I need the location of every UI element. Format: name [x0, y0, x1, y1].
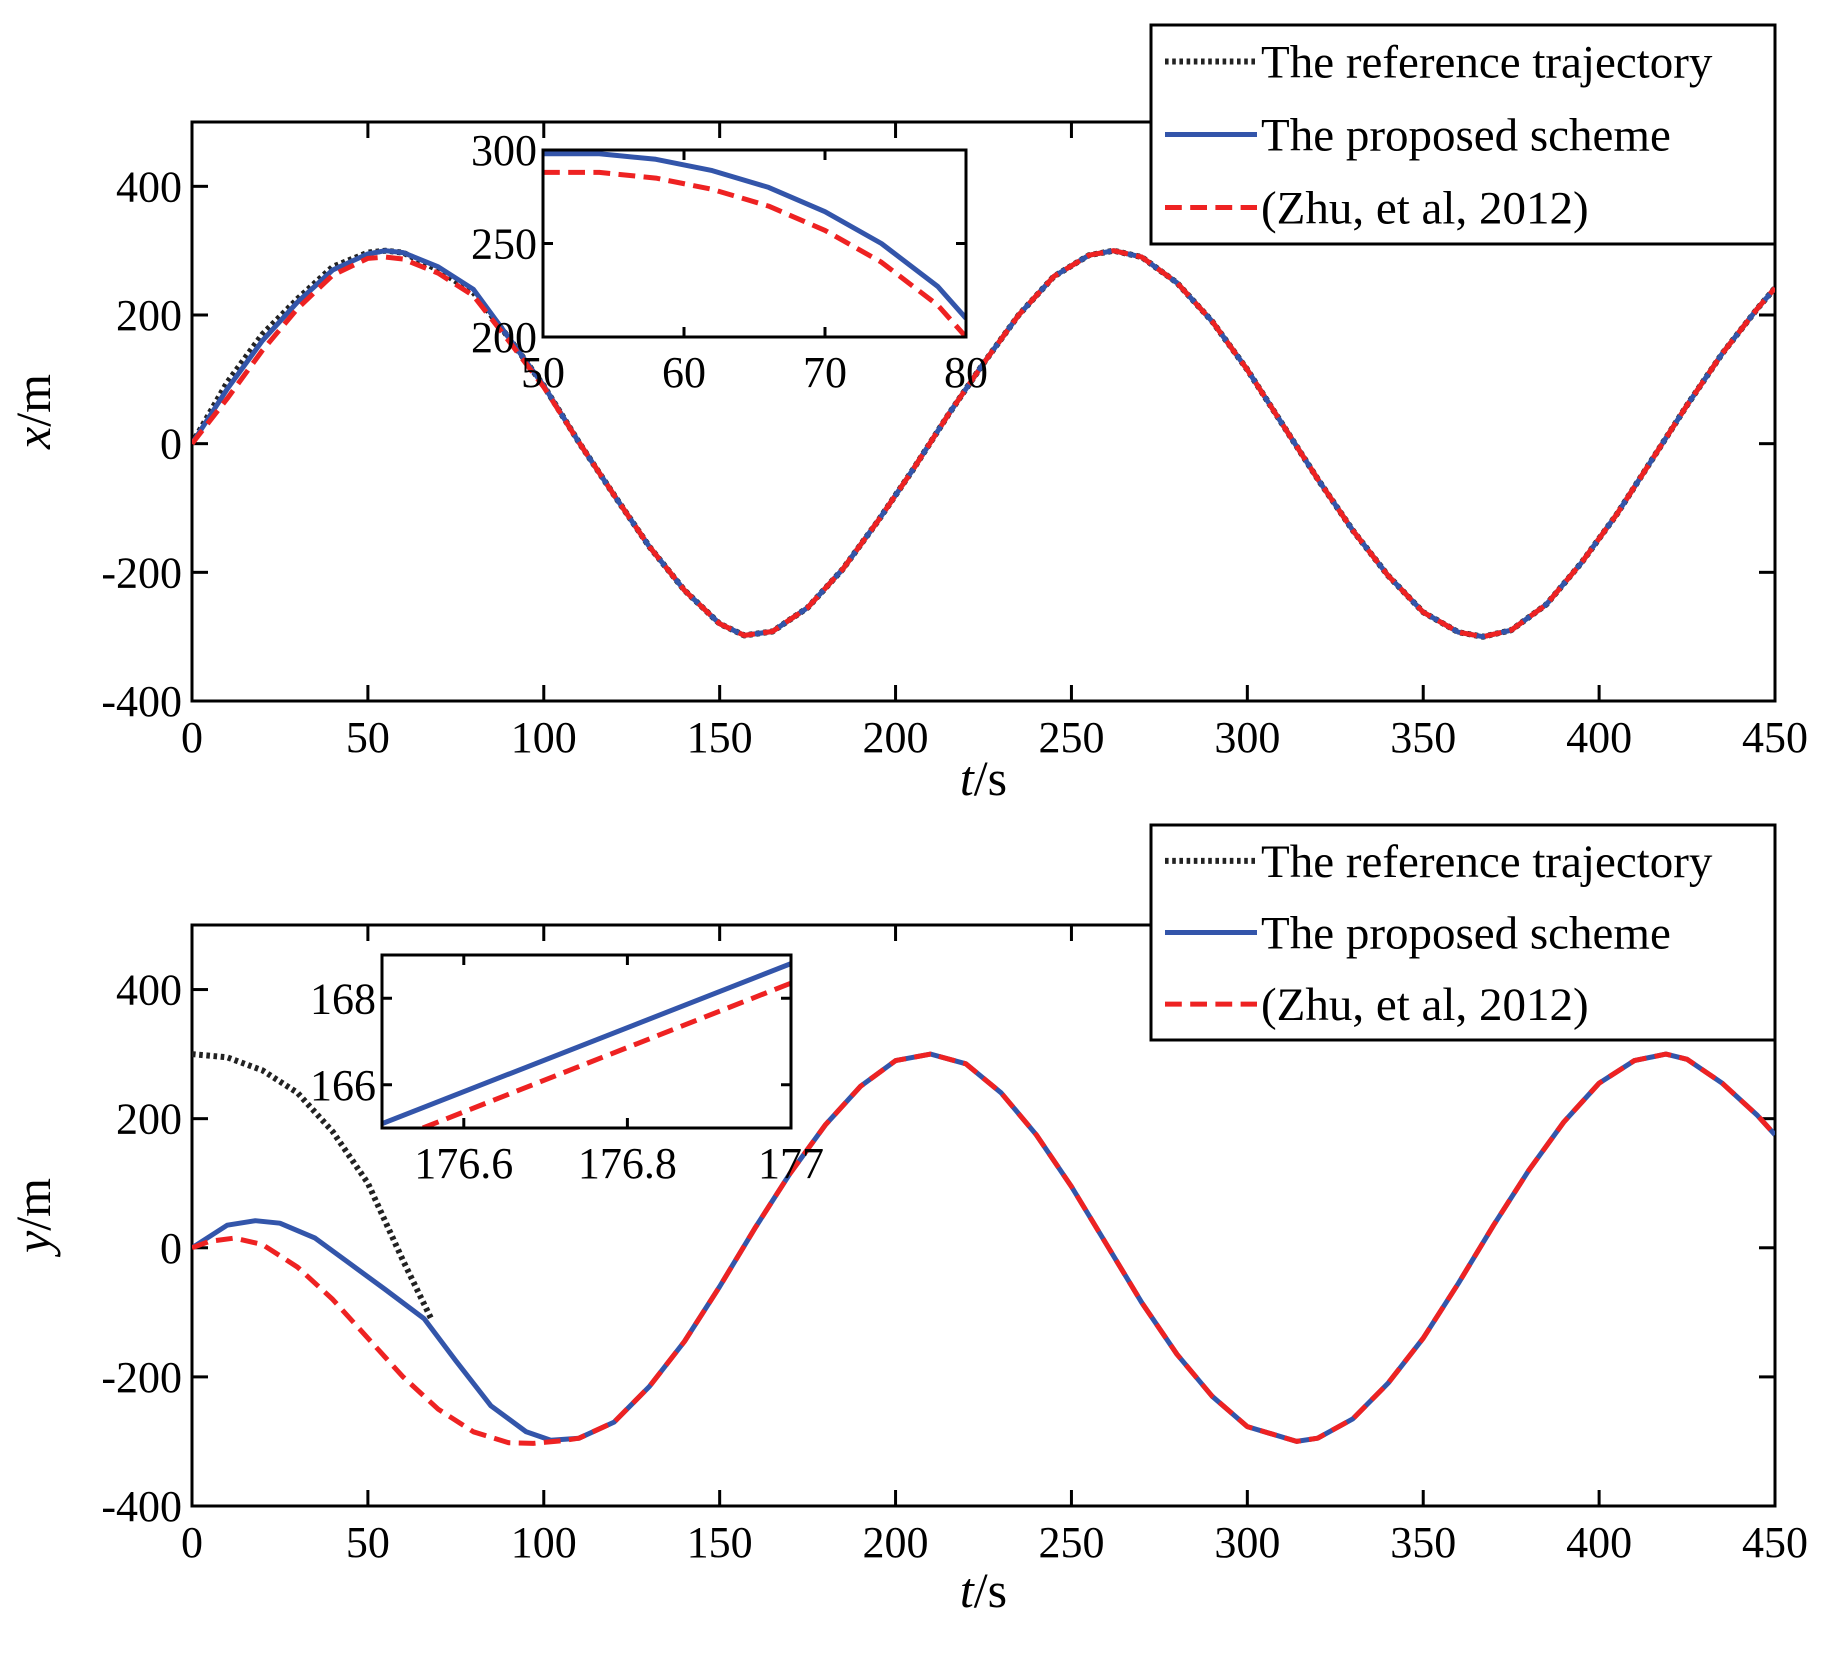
- x-tick-label: 100: [511, 713, 577, 762]
- y-tick-label: 400: [116, 966, 182, 1015]
- inset-series-group: [382, 961, 791, 1128]
- y-tick-label: -400: [101, 677, 182, 726]
- x-tick-label: 50: [346, 713, 390, 762]
- legend-label: The proposed scheme: [1261, 110, 1671, 162]
- inset-x-tick-label: 60: [662, 348, 706, 397]
- series-line: [192, 248, 1775, 640]
- y-tick-label: 400: [116, 162, 182, 211]
- inset-x-tick-label: 50: [521, 348, 565, 397]
- y-tick-label: 0: [160, 420, 182, 469]
- inset-series-line: [382, 961, 791, 1127]
- series-line: [192, 247, 1775, 640]
- x-tick-label: 350: [1390, 713, 1456, 762]
- legend-label: The proposed scheme: [1261, 908, 1671, 960]
- series-line: [192, 248, 1775, 640]
- inset-x-tick-label: 70: [803, 348, 847, 397]
- inset-y-tick-label: 168: [310, 974, 376, 1023]
- legend-label: The reference trajectory: [1261, 836, 1713, 888]
- inset-x-tick-label: 176.8: [578, 1139, 677, 1188]
- series-group: [192, 247, 1775, 640]
- y-tick-label: 0: [160, 1224, 182, 1273]
- x-tick-label: 100: [511, 1518, 577, 1567]
- series-line: [192, 1051, 1775, 1446]
- inset-plot: 176.6 176.8 177 166 168: [310, 953, 824, 1188]
- x-tick-label: 200: [863, 713, 929, 762]
- legend-label: (Zhu, et al, 2012): [1261, 183, 1589, 235]
- y-tick-label: -400: [101, 1482, 182, 1531]
- x-tick-label: 300: [1214, 713, 1280, 762]
- inset-frame: [380, 953, 793, 1130]
- inset-x-tick-label: 80: [944, 348, 988, 397]
- x-tick-label: 350: [1390, 1518, 1456, 1567]
- x-tick-label: 450: [1742, 713, 1808, 762]
- x-tick-label: 0: [181, 713, 203, 762]
- inset-x-tick-label: 176.6: [414, 1139, 513, 1188]
- y-tick-label: 200: [116, 1095, 182, 1144]
- inset-series-line: [543, 169, 966, 337]
- legend-label: (Zhu, et al, 2012): [1261, 979, 1589, 1031]
- x-tick-label: 250: [1038, 713, 1104, 762]
- x-axis-label: t/s: [960, 750, 1007, 806]
- x-tick-label: 400: [1566, 713, 1632, 762]
- series-group: [192, 1051, 1775, 1446]
- inset-y-tick-label: 250: [471, 220, 537, 269]
- inset-series-line: [543, 151, 966, 320]
- axes-frame: [190, 120, 1777, 703]
- y-tick-label: 200: [116, 291, 182, 340]
- y-tick-label: -200: [101, 548, 182, 597]
- legend-label: The reference trajectory: [1261, 37, 1713, 89]
- inset-y-tick-label: 200: [471, 313, 537, 362]
- x-tick-label: 150: [687, 1518, 753, 1567]
- inset-y-tick-label: 300: [471, 126, 537, 175]
- x-tick-label: 150: [687, 713, 753, 762]
- x-plot: 0 50 100 150 200 250 300 350 400 450 -400 -200 0 200 4…: [5, 23, 1808, 806]
- x-tick-label: 250: [1038, 1518, 1104, 1567]
- inset-series-group: [543, 151, 966, 337]
- y-axis-label: x/m: [5, 374, 61, 450]
- y-axis-label: y/m: [5, 1178, 61, 1258]
- x-tick-label: 200: [863, 1518, 929, 1567]
- x-axis-label: t/s: [960, 1562, 1007, 1618]
- x-tick-label: 400: [1566, 1518, 1632, 1567]
- inset-background: [543, 150, 966, 337]
- x-tick-label: 300: [1214, 1518, 1280, 1567]
- y-plot: 0 50 100 150 200 250 300 350 400 450 -400 -200 0 200 4…: [5, 823, 1808, 1618]
- x-tick-label: 50: [346, 1518, 390, 1567]
- x-tick-label: 450: [1742, 1518, 1808, 1567]
- inset-series-line: [421, 980, 791, 1128]
- inset-x-tick-label: 177: [758, 1139, 824, 1188]
- x-tick-label: 0: [181, 1518, 203, 1567]
- y-tick-label: -200: [101, 1353, 182, 1402]
- inset-y-tick-label: 166: [310, 1061, 376, 1110]
- axes-frame: [190, 923, 1777, 1508]
- inset-plot: 50 60 70 80 200 250 300: [471, 126, 988, 397]
